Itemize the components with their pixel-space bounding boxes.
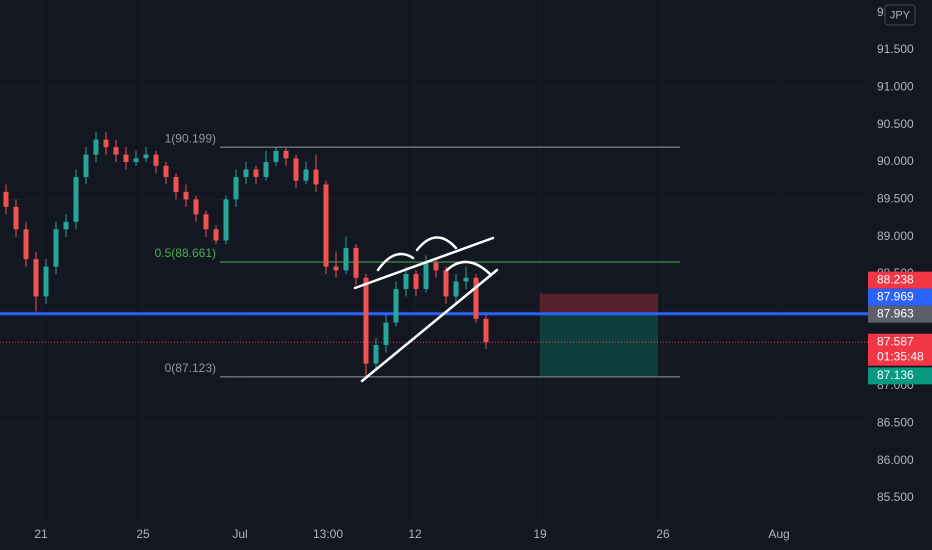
candle-body bbox=[323, 184, 329, 267]
candle-body bbox=[453, 281, 459, 297]
last-price-tag-box bbox=[868, 333, 932, 366]
candle-body bbox=[113, 147, 119, 155]
candle-body bbox=[53, 229, 59, 267]
candle-body bbox=[473, 277, 479, 319]
candle-body bbox=[23, 229, 29, 260]
arc bbox=[376, 252, 415, 272]
y-tick-label: 89.000 bbox=[877, 229, 914, 243]
stop-price-tag-box bbox=[868, 271, 932, 289]
candle-body bbox=[233, 176, 239, 200]
candle-body bbox=[13, 206, 19, 230]
candle-body bbox=[163, 165, 169, 177]
candle-body bbox=[483, 318, 489, 343]
stop-price-tag: 88.238 bbox=[877, 272, 914, 286]
x-tick-label: 12 bbox=[408, 527, 422, 541]
candle-body bbox=[3, 191, 9, 207]
arc bbox=[415, 236, 458, 252]
candle-body bbox=[383, 322, 389, 345]
x-tick-label: 19 bbox=[533, 527, 547, 541]
candle-body bbox=[153, 154, 159, 166]
candle-body bbox=[223, 199, 229, 241]
candle-body bbox=[253, 169, 259, 177]
candle-body bbox=[373, 344, 379, 364]
candle-body bbox=[293, 158, 299, 181]
y-tick-label: 91.000 bbox=[877, 80, 914, 94]
candle-body bbox=[463, 277, 469, 282]
drawings bbox=[353, 236, 499, 383]
x-tick-label: 26 bbox=[656, 527, 670, 541]
candle-body bbox=[63, 221, 69, 230]
candle-body bbox=[303, 169, 309, 181]
grid bbox=[0, 0, 868, 520]
entry-price-tag: 87.963 bbox=[877, 306, 914, 320]
position-zones bbox=[540, 293, 658, 376]
candle-body bbox=[103, 139, 109, 148]
fib-label: 0(87.123) bbox=[165, 361, 216, 375]
candle-body bbox=[393, 288, 399, 323]
candle-body bbox=[183, 191, 189, 200]
y-tick-label: 86.500 bbox=[877, 416, 914, 430]
x-tick-label: Aug bbox=[768, 527, 789, 541]
candle-body bbox=[43, 266, 49, 297]
candle-body bbox=[343, 247, 349, 271]
candle-body bbox=[123, 154, 129, 163]
x-tick-label: 21 bbox=[34, 527, 48, 541]
fib-label: 0.5(88.661) bbox=[155, 246, 216, 260]
y-tick-label: 86.000 bbox=[877, 453, 914, 467]
stop-zone bbox=[540, 293, 658, 315]
target-zone bbox=[540, 314, 658, 376]
candle-body bbox=[193, 199, 199, 215]
line-price-tag: 87.969 bbox=[877, 289, 914, 303]
y-tick-label: 91.500 bbox=[877, 42, 914, 56]
candle-body bbox=[273, 150, 279, 163]
y-tick-label: 90.000 bbox=[877, 154, 914, 168]
candle-body bbox=[203, 214, 209, 230]
candle-body bbox=[423, 262, 429, 289]
candle-body bbox=[33, 259, 39, 297]
candle-body bbox=[143, 154, 149, 159]
x-tick-label: 25 bbox=[136, 527, 150, 541]
last-price-tag: 87.587 bbox=[877, 334, 914, 348]
candles bbox=[3, 132, 489, 377]
candle-body bbox=[403, 274, 409, 289]
arc bbox=[445, 260, 492, 276]
candle-body bbox=[283, 150, 289, 159]
y-tick-label: 85.500 bbox=[877, 490, 914, 504]
trend-line bbox=[353, 236, 495, 290]
candle-body bbox=[213, 229, 219, 241]
currency-box[interactable] bbox=[884, 4, 916, 26]
trend-line bbox=[360, 268, 499, 383]
candle-body bbox=[353, 247, 359, 278]
target-price-tag-box bbox=[868, 367, 932, 385]
candle-body bbox=[433, 262, 439, 271]
candle-body bbox=[93, 139, 99, 155]
levels: 1(90.199) 0.5(88.661) 0(87.123) bbox=[0, 131, 868, 378]
time-axis bbox=[0, 520, 868, 550]
candle-body bbox=[73, 176, 79, 222]
candle-body bbox=[313, 169, 319, 185]
y-tick-label: 89.500 bbox=[877, 192, 914, 206]
currency[interactable]: JPY bbox=[890, 9, 911, 21]
target-price-tag: 87.136 bbox=[877, 368, 914, 382]
entry-price-tag-box bbox=[868, 305, 932, 323]
candle-body bbox=[173, 176, 179, 192]
candle-body bbox=[83, 154, 89, 177]
candle-body bbox=[263, 162, 269, 177]
currency-badge[interactable]: JPY bbox=[884, 4, 916, 26]
line-price-tag-box bbox=[868, 288, 932, 306]
candle-body bbox=[443, 270, 449, 297]
candle-body bbox=[333, 266, 339, 271]
countdown: 01:35:48 bbox=[877, 349, 924, 363]
x-tick-label: 13:00 bbox=[313, 527, 343, 541]
candle-body bbox=[243, 169, 249, 177]
candle-body bbox=[413, 274, 419, 289]
candle-body bbox=[133, 158, 139, 163]
fib-label: 1(90.199) bbox=[165, 131, 216, 145]
y-tick-label: 90.500 bbox=[877, 117, 914, 131]
candle-body bbox=[363, 277, 369, 364]
x-tick-label: Jul bbox=[232, 527, 247, 541]
